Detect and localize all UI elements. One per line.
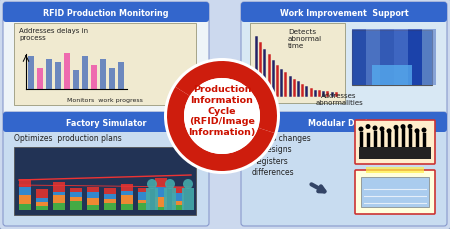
Bar	[245, 6, 443, 20]
Text: Work Improvement  Support: Work Improvement Support	[280, 8, 408, 17]
Wedge shape	[167, 87, 274, 171]
Circle shape	[373, 126, 378, 131]
Bar	[408, 58, 422, 72]
Bar	[372, 66, 412, 86]
Bar	[121, 196, 133, 204]
FancyBboxPatch shape	[355, 120, 435, 164]
Circle shape	[165, 179, 175, 189]
Bar	[53, 203, 65, 210]
Bar	[138, 192, 150, 200]
Bar	[19, 180, 31, 187]
Bar	[155, 179, 167, 187]
Bar	[104, 203, 116, 210]
Bar	[70, 197, 82, 201]
Bar	[36, 199, 48, 202]
Bar	[104, 194, 116, 199]
Bar	[118, 63, 123, 90]
Bar	[422, 44, 436, 58]
Bar	[352, 58, 366, 72]
Bar	[408, 44, 422, 58]
FancyBboxPatch shape	[355, 170, 435, 214]
Text: Addresses
abnormalities: Addresses abnormalities	[315, 93, 363, 106]
Bar	[380, 44, 394, 58]
Bar	[7, 115, 205, 129]
FancyBboxPatch shape	[3, 112, 209, 132]
Bar	[53, 195, 65, 203]
FancyBboxPatch shape	[241, 112, 447, 226]
Bar	[64, 54, 69, 90]
Bar	[14, 24, 196, 106]
Bar	[53, 192, 65, 195]
Bar	[366, 30, 380, 44]
Bar	[121, 191, 133, 196]
Bar	[352, 31, 432, 86]
Bar	[394, 58, 408, 72]
Bar	[37, 69, 42, 90]
Bar	[250, 24, 345, 104]
Bar	[352, 44, 366, 58]
Circle shape	[414, 129, 419, 134]
Bar	[394, 30, 408, 44]
Bar	[87, 205, 99, 210]
FancyBboxPatch shape	[241, 3, 447, 23]
Bar	[19, 195, 31, 204]
Text: RFID Production Monitoring: RFID Production Monitoring	[43, 8, 169, 17]
FancyBboxPatch shape	[241, 112, 447, 132]
Bar	[146, 188, 158, 210]
Bar	[82, 57, 87, 90]
Bar	[87, 192, 99, 198]
Circle shape	[379, 127, 384, 132]
Circle shape	[393, 125, 399, 130]
Bar	[53, 182, 65, 192]
Text: Production
Information
Cycle
(RFID/Image
Information): Production Information Cycle (RFID/Image…	[188, 85, 256, 136]
Circle shape	[365, 125, 370, 129]
Bar	[36, 190, 48, 199]
Text: Optimizes  production plans: Optimizes production plans	[14, 134, 122, 142]
Bar	[172, 205, 184, 210]
Bar	[408, 72, 422, 86]
Bar	[138, 203, 150, 210]
Bar	[245, 115, 443, 129]
FancyBboxPatch shape	[3, 3, 209, 23]
Bar	[46, 60, 51, 90]
Circle shape	[408, 124, 413, 129]
Bar	[19, 204, 31, 210]
Bar	[14, 147, 196, 215]
Bar	[70, 193, 82, 197]
Bar	[172, 201, 184, 205]
Text: Addresses delays in
process: Addresses delays in process	[19, 28, 88, 41]
Bar	[422, 72, 436, 86]
Wedge shape	[176, 62, 277, 134]
Bar	[422, 58, 436, 72]
Circle shape	[184, 79, 260, 154]
Text: Makes changes
to designs
Registers
differences: Makes changes to designs Registers diffe…	[252, 134, 311, 177]
Bar	[366, 58, 380, 72]
Bar	[164, 188, 176, 210]
Bar	[109, 69, 114, 90]
Bar	[55, 63, 60, 90]
Bar	[121, 185, 133, 191]
Bar	[172, 194, 184, 201]
Circle shape	[400, 125, 405, 130]
Bar	[155, 207, 167, 210]
Bar	[87, 198, 99, 205]
Circle shape	[422, 128, 427, 133]
Bar	[359, 147, 431, 159]
Bar	[104, 199, 116, 203]
Bar	[394, 44, 408, 58]
Circle shape	[183, 179, 193, 189]
Bar	[394, 72, 408, 86]
Bar	[7, 6, 205, 20]
Bar	[104, 188, 116, 194]
Bar	[352, 30, 366, 44]
Bar	[361, 177, 429, 207]
Bar	[36, 206, 48, 210]
Bar	[155, 187, 167, 197]
Bar	[366, 44, 380, 58]
Bar	[138, 188, 150, 192]
Bar	[155, 197, 167, 207]
Circle shape	[147, 179, 157, 189]
Bar	[366, 167, 424, 173]
Bar	[422, 30, 436, 44]
